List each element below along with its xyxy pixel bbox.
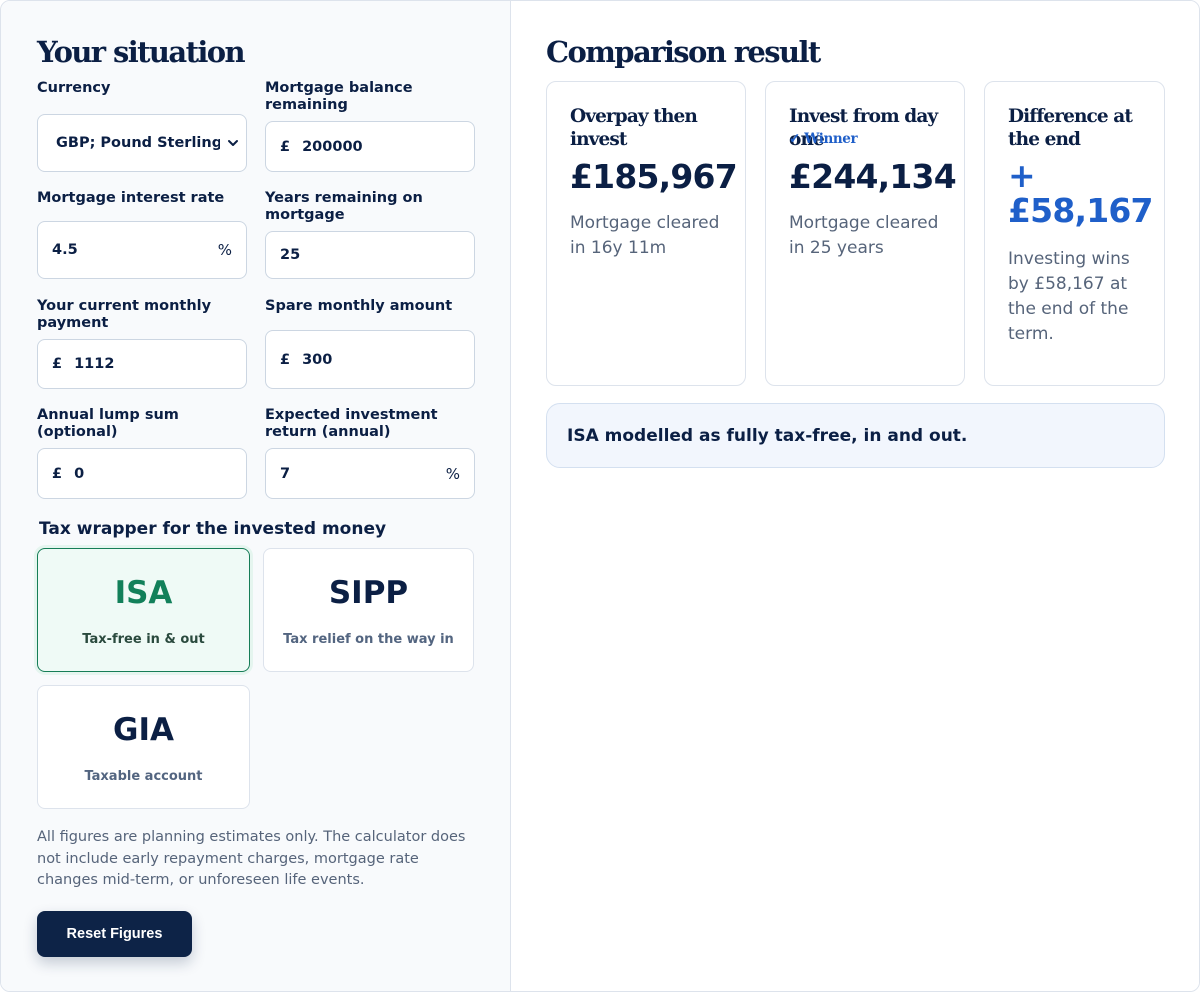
mortgage-balance-label: Mortgage balance remaining [265,80,413,113]
result-panel: Comparison result Overpay then invest £1… [511,1,1199,991]
investment-return-label: Expected investment return (annual) [265,407,438,440]
tax-wrapper-option-isa[interactable]: ISA Tax-free in & out [37,548,250,672]
result-card-difference: Difference at the end + £58,167 Investin… [984,81,1165,386]
result-card-amount: £244,134 [789,157,957,196]
tax-wrapper-desc: Tax relief on the way in [283,632,454,647]
result-panel-title: Comparison result [546,35,821,69]
lump-sum-label: Annual lump sum (optional) [37,407,179,440]
result-card-note: Mortgage cleared in 16y 11m [570,213,720,258]
monthly-payment-value: 1112 [74,356,115,372]
disclaimer-text: All figures are planning estimates only.… [37,829,466,888]
currency-prefix: £ [280,138,291,155]
interest-rate-value: 4.5 [52,242,78,258]
result-card-overpay: Overpay then invest £185,967 Mortgage cl… [546,81,746,386]
result-card-note: Mortgage cleared in 25 years [789,213,939,258]
years-remaining-input[interactable]: 25 [265,231,475,279]
years-remaining-value: 25 [280,247,301,263]
lump-sum-input[interactable]: £ 0 [37,448,247,499]
tax-wrapper-name: GIA [113,712,174,748]
monthly-payment-input[interactable]: £ 1112 [37,339,247,389]
result-card-title: Overpay then invest [570,106,698,150]
spare-monthly-label: Spare monthly amount [265,298,453,314]
mortgage-balance-value: 200000 [302,138,363,155]
chevron-down-icon [228,140,238,146]
investment-return-input[interactable]: 7 % [265,448,475,499]
interest-rate-label: Mortgage interest rate [37,190,225,206]
input-panel-title: Your situation [37,35,246,69]
result-card-invest: Invest from day one ✓ Winner £244,134 Mo… [765,81,965,386]
spare-monthly-input[interactable]: £ 300 [265,330,475,389]
tax-wrapper-option-gia[interactable]: GIA Taxable account [37,685,250,809]
input-panel: Your situation Currency GBP; Pound Sterl… [1,1,511,991]
interest-rate-input[interactable]: 4.5 % [37,221,247,279]
winner-badge: ✓ Winner [789,131,858,147]
result-card-amount: + £58,167 [1008,158,1178,228]
percent-suffix: % [445,464,460,483]
spare-monthly-value: 300 [302,351,333,368]
tax-wrapper-name: SIPP [328,575,409,611]
currency-select-value: GBP; Pound Sterling [56,135,220,151]
difference-value: £58,167 [1008,191,1154,230]
currency-select[interactable]: GBP; Pound Sterling [37,114,247,172]
percent-suffix: % [217,241,232,259]
currency-prefix: £ [280,351,291,368]
tax-wrapper-name: ISA [114,575,173,611]
tax-wrapper-desc: Tax-free in & out [82,632,205,647]
result-card-title: Difference at the end [1008,106,1133,150]
tax-wrapper-option-sipp[interactable]: SIPP Tax relief on the way in [263,548,474,672]
tax-wrapper-desc: Taxable account [84,769,203,784]
difference-sign: + [1008,156,1036,195]
mortgage-balance-input[interactable]: £ 200000 [265,121,475,172]
result-card-note: Investing wins by £58,167 at the end of … [1008,249,1130,344]
monthly-payment-label: Your current monthly payment [37,298,212,331]
result-card-title: Invest from day one [789,106,938,150]
currency-label: Currency [37,80,111,96]
result-card-amount: £185,967 [570,157,738,196]
currency-prefix: £ [52,465,63,482]
tax-wrapper-heading: Tax wrapper for the invested money [39,519,387,539]
tax-model-note: ISA modelled as fully tax-free, in and o… [546,403,1165,468]
years-remaining-label: Years remaining on mortgage [265,190,423,223]
currency-prefix: £ [52,356,63,372]
reset-figures-button[interactable]: Reset Figures [37,911,192,957]
lump-sum-value: 0 [74,465,85,482]
investment-return-value: 7 [280,465,291,482]
